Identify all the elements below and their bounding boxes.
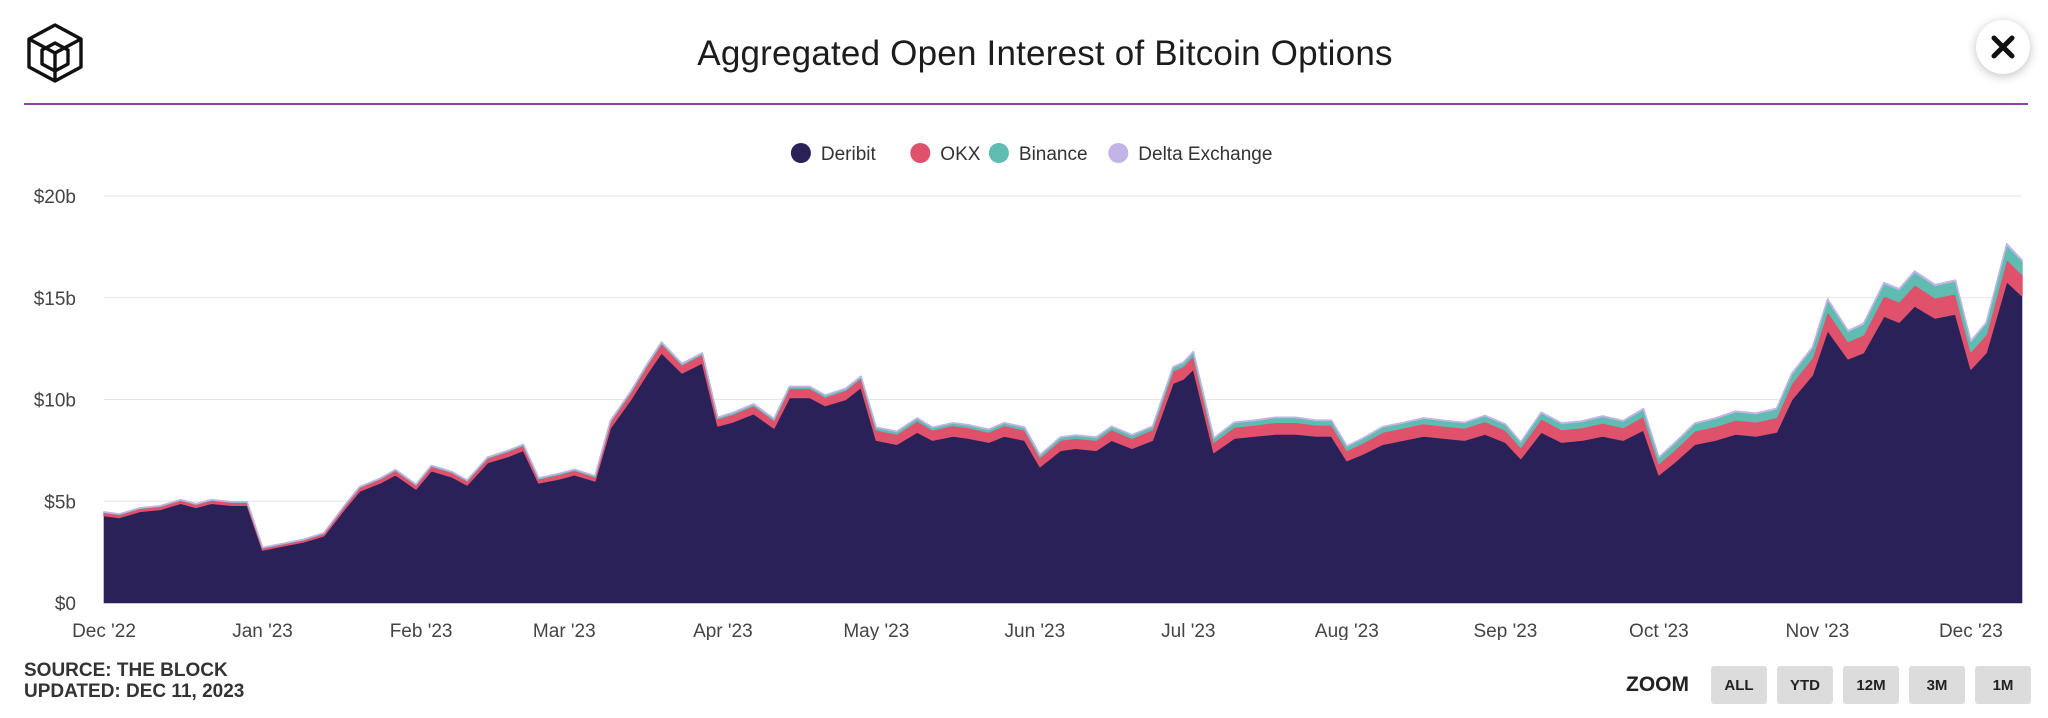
x-tick-label: Jan '23 <box>232 621 293 640</box>
legend-marker <box>790 143 811 163</box>
zoom-controls: ZOOM ALL YTD 12M 3M 1M <box>1626 666 2031 704</box>
header-divider <box>24 103 2028 105</box>
source-note: SOURCE: THE BLOCK UPDATED: DEC 11, 2023 <box>24 660 244 702</box>
x-tick-label: May '23 <box>843 621 909 640</box>
y-tick-label: $10b <box>34 391 76 412</box>
stacked-areas <box>103 242 2023 604</box>
zoom-label: ZOOM <box>1626 673 1689 696</box>
zoom-1m-button[interactable]: 1M <box>1975 666 2031 704</box>
the-block-logo-icon <box>24 22 86 84</box>
x-tick-label: Apr '23 <box>693 621 753 640</box>
legend-marker <box>988 143 1009 163</box>
legend-item-binance: Binance <box>988 143 1088 165</box>
x-tick-label: Oct '23 <box>1629 621 1689 640</box>
x-tick-label: Jul '23 <box>1161 621 1215 640</box>
y-tick-label: $5b <box>44 492 76 513</box>
legend-item-deribit: Deribit <box>790 143 877 165</box>
x-tick-label: Jun '23 <box>1005 621 1066 640</box>
series-area-delta-exchange <box>103 242 2023 549</box>
legend-label: Delta Exchange <box>1138 144 1272 165</box>
legend-label: OKX <box>940 144 980 165</box>
x-axis-tick-labels: Dec '22 Jan '23 Feb '23 Mar '23 Apr '23 May '… <box>72 621 2003 640</box>
legend-marker <box>910 143 931 163</box>
x-tick-label: Dec '22 <box>72 621 136 640</box>
y-tick-label: $0 <box>55 594 76 615</box>
y-tick-label: $20b <box>34 187 76 208</box>
zoom-ytd-button[interactable]: YTD <box>1777 666 1833 704</box>
zoom-all-button[interactable]: ALL <box>1711 666 1767 704</box>
source-label: SOURCE: THE BLOCK <box>24 660 228 681</box>
legend-label: Binance <box>1019 144 1088 165</box>
x-tick-label: Dec '23 <box>1939 621 2003 640</box>
updated-label: UPDATED: DEC 11, 2023 <box>24 681 245 702</box>
legend-item-okx: OKX <box>910 143 981 165</box>
legend-label: Deribit <box>821 144 877 165</box>
y-axis-tick-labels: $0 $5b $10b $15b $20b <box>34 187 76 615</box>
x-tick-label: Aug '23 <box>1315 621 1379 640</box>
close-x-icon <box>1991 35 2015 59</box>
zoom-3m-button[interactable]: 3M <box>1909 666 1965 704</box>
close-button[interactable] <box>1976 20 2030 74</box>
x-tick-label: Feb '23 <box>390 621 453 640</box>
y-tick-label: $15b <box>34 289 76 310</box>
x-tick-label: Nov '23 <box>1785 621 1849 640</box>
legend: Deribit OKX Binance Delta Exchange <box>790 143 1272 165</box>
legend-item-delta-exchange: Delta Exchange <box>1108 143 1272 165</box>
chart-title: Aggregated Open Interest of Bitcoin Opti… <box>697 34 1393 73</box>
zoom-12m-button[interactable]: 12M <box>1843 666 1899 704</box>
x-tick-label: Mar '23 <box>533 621 596 640</box>
x-tick-label: Sep '23 <box>1473 621 1537 640</box>
legend-marker <box>1108 143 1129 163</box>
open-interest-area-chart: Deribit OKX Binance Delta Exchange $0 $5b $10… <box>34 143 2023 640</box>
